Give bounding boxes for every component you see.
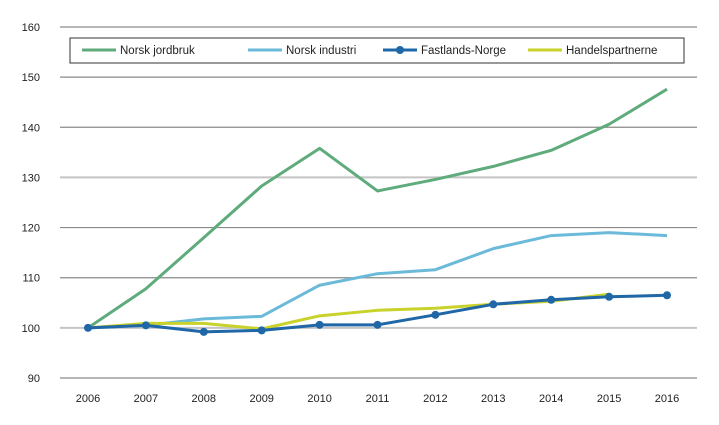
x-tick-label: 2006: [76, 393, 100, 405]
legend-item: Fastlands-Norge: [383, 45, 506, 57]
y-tick-label: 120: [22, 223, 40, 235]
legend-label: Norsk industri: [286, 45, 356, 57]
series-lines: [84, 87, 671, 336]
legend-label: Handelspartnerne: [566, 45, 657, 57]
data-point: [663, 291, 671, 300]
data-point: [141, 321, 150, 330]
series-line-norsk-jordbruk: [87, 87, 668, 330]
data-point: [605, 292, 614, 301]
x-tick-label: 2012: [423, 393, 447, 405]
legend-label: Fastlands-Norge: [421, 45, 506, 57]
data-point: [547, 295, 556, 304]
legend-marker: [396, 46, 404, 54]
x-tick-label: 2014: [539, 393, 563, 405]
y-tick-label: 150: [22, 72, 40, 84]
y-tick-label: 140: [22, 122, 40, 134]
legend-item: Norsk industri: [248, 45, 356, 57]
data-point: [315, 320, 324, 329]
x-tick-label: 2016: [655, 393, 679, 405]
data-point: [431, 310, 440, 319]
legend: Norsk jordbruk Norsk industri Fastlands-No…: [69, 37, 685, 64]
data-point: [84, 323, 92, 332]
y-tick-label: 100: [22, 323, 40, 335]
data-point: [199, 327, 208, 336]
legend-item: Handelspartnerne: [528, 45, 657, 57]
x-tick-label: 2010: [307, 393, 331, 405]
data-point: [257, 326, 266, 335]
y-tick-label: 130: [22, 172, 40, 184]
y-tick-label: 90: [28, 373, 40, 385]
x-tick-label: 2013: [481, 393, 505, 405]
legend-item: Norsk jordbruk: [82, 45, 195, 57]
x-tick-label: 2015: [597, 393, 621, 405]
x-tick-label: 2009: [249, 393, 273, 405]
data-point: [489, 300, 498, 309]
x-tick-label: 2011: [366, 393, 390, 405]
x-axis-ticks: 2006 2007 2008 2009 2010 2011 2012 2013 2014 2015…: [76, 393, 679, 405]
y-tick-label: 160: [22, 22, 40, 34]
x-tick-label: 2008: [192, 393, 216, 405]
x-tick-label: 2007: [134, 393, 158, 405]
legend-label: Norsk jordbruk: [120, 45, 195, 57]
y-axis-ticks: 90 100 110 120 130 140 150 160: [22, 22, 40, 385]
data-point: [373, 320, 382, 329]
series-line-norsk-industri: [87, 231, 668, 330]
y-tick-label: 110: [22, 273, 40, 285]
